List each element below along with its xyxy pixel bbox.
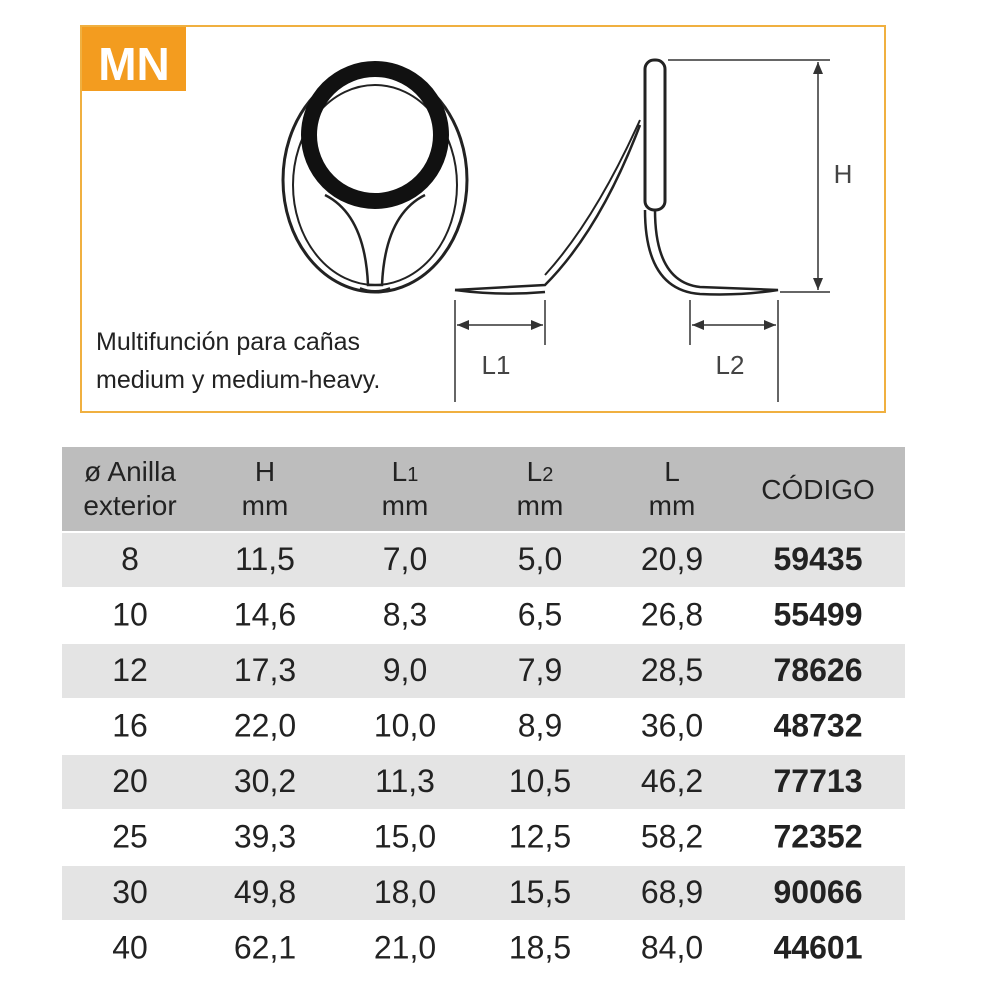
cell: 84,0 xyxy=(641,930,703,966)
cell: 11,3 xyxy=(375,763,435,799)
header-main: H xyxy=(255,456,275,487)
cell: 15,5 xyxy=(509,874,571,910)
cell: 46,2 xyxy=(641,763,703,799)
header-unit: mm xyxy=(242,490,289,521)
cell: 17,3 xyxy=(234,652,296,688)
row-bg xyxy=(62,755,905,809)
header-sub: 2 xyxy=(542,464,553,486)
header-text: L2 xyxy=(527,456,554,487)
header-text: L xyxy=(664,456,680,487)
cell: 26,8 xyxy=(641,597,703,633)
cell: 28,5 xyxy=(641,652,703,688)
cell: 9,0 xyxy=(383,652,427,688)
header-bg xyxy=(62,447,905,531)
cell: 62,1 xyxy=(234,930,296,966)
cell: 18,0 xyxy=(374,874,436,910)
cell: 78626 xyxy=(774,652,863,688)
header-text: exterior xyxy=(83,490,176,521)
header-text: L1 xyxy=(392,456,419,487)
cell: 59435 xyxy=(774,541,863,577)
cell: 22,0 xyxy=(234,708,296,744)
cell: 12 xyxy=(112,652,148,688)
badge: MN xyxy=(98,38,170,90)
cell: 21,0 xyxy=(374,930,436,966)
cell: 14,6 xyxy=(234,597,296,633)
cell: 8 xyxy=(121,541,139,577)
cell: 10,5 xyxy=(509,763,571,799)
cell: 30,2 xyxy=(234,763,296,799)
dimensions xyxy=(454,59,830,402)
cell: 58,2 xyxy=(641,819,703,855)
info-box xyxy=(80,25,886,413)
cell: 90066 xyxy=(774,874,863,910)
cell: 8,9 xyxy=(518,708,562,744)
cell: 30 xyxy=(112,874,148,910)
cell: 10,0 xyxy=(374,708,436,744)
cell: 11,5 xyxy=(235,541,295,577)
header-text: ø Anilla xyxy=(84,456,176,487)
cell: 77713 xyxy=(774,763,863,799)
cell: 72352 xyxy=(774,819,863,855)
dim-h: H xyxy=(834,159,853,189)
header-text: CÓDIGO xyxy=(761,474,875,505)
cell: 48732 xyxy=(774,708,863,744)
description-line: medium y medium-heavy. xyxy=(96,366,380,394)
header-text: H xyxy=(255,456,275,487)
side-view xyxy=(454,58,779,296)
cell: 25 xyxy=(112,819,148,855)
cell: 10 xyxy=(112,597,148,633)
cell: 15,0 xyxy=(374,819,436,855)
header-unit: mm xyxy=(517,490,564,521)
row-bg xyxy=(62,533,905,587)
cell: 7,9 xyxy=(518,652,562,688)
dim-l1: L1 xyxy=(482,350,511,380)
dim-l2: L2 xyxy=(716,350,745,380)
header-unit: mm xyxy=(649,490,696,521)
cell: 12,5 xyxy=(509,819,571,855)
cell: 20,9 xyxy=(641,541,703,577)
cell: 6,5 xyxy=(518,597,562,633)
header-main: L xyxy=(527,456,543,487)
header-sub: 1 xyxy=(407,464,418,486)
cell: 49,8 xyxy=(234,874,296,910)
header-main: L xyxy=(392,456,408,487)
row-bg xyxy=(62,644,905,698)
cell: 8,3 xyxy=(383,597,427,633)
cell: 36,0 xyxy=(641,708,703,744)
cell: 16 xyxy=(112,708,148,744)
cell: 40 xyxy=(112,930,148,966)
header-main: L xyxy=(664,456,680,487)
front-view xyxy=(281,61,469,294)
cell: 18,5 xyxy=(509,930,571,966)
cell: 5,0 xyxy=(518,541,562,577)
cell: 55499 xyxy=(774,597,863,633)
cell: 20 xyxy=(112,763,148,799)
cell: 44601 xyxy=(774,930,863,966)
cell: 7,0 xyxy=(383,541,427,577)
cell: 68,9 xyxy=(641,874,703,910)
badge-box xyxy=(82,27,186,91)
header-unit: mm xyxy=(382,490,429,521)
description-line: Multifunción para cañas xyxy=(96,328,360,356)
row-bg xyxy=(62,866,905,920)
cell: 39,3 xyxy=(234,819,296,855)
